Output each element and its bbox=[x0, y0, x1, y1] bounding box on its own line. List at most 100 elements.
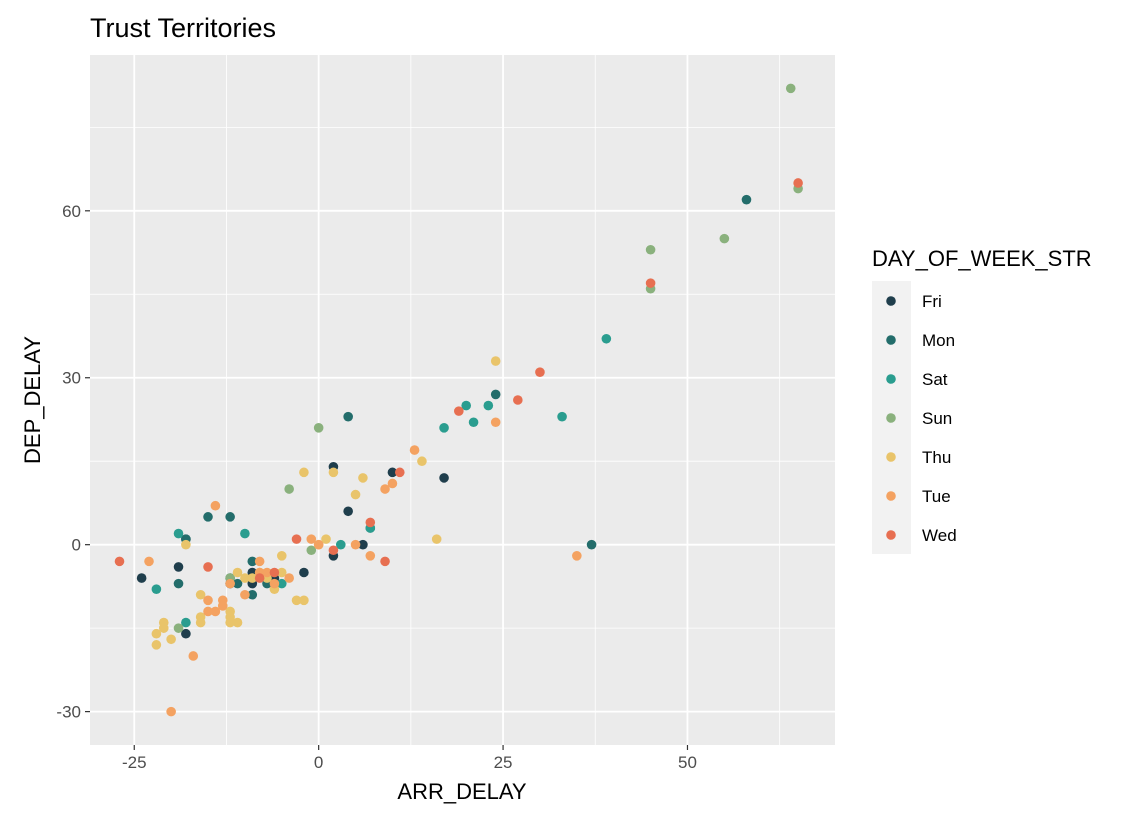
data-point-wed bbox=[645, 278, 656, 288]
legend-key-sat bbox=[886, 374, 896, 384]
x-tick-label: 0 bbox=[314, 753, 323, 772]
data-point-thu bbox=[195, 589, 206, 600]
data-point-thu bbox=[417, 456, 427, 467]
data-point-wed bbox=[291, 534, 302, 544]
data-point-tue bbox=[306, 534, 317, 544]
data-point-sat bbox=[483, 400, 494, 411]
data-point-thu bbox=[195, 617, 206, 628]
data-point-mon bbox=[490, 389, 501, 400]
data-point-mon bbox=[247, 589, 258, 600]
data-point-sat bbox=[151, 584, 162, 594]
data-point-fri bbox=[387, 467, 398, 478]
data-point-thu bbox=[181, 539, 191, 550]
data-point-mon bbox=[247, 556, 258, 567]
data-point-wed bbox=[328, 545, 339, 556]
major-gridlines bbox=[90, 55, 835, 745]
data-point-tue bbox=[262, 567, 272, 578]
data-point-tue bbox=[210, 500, 221, 511]
legend-key-mon bbox=[886, 335, 896, 345]
y-tick-label: 30 bbox=[62, 369, 81, 388]
legend-label-wed: Wed bbox=[922, 526, 957, 545]
data-point-mon bbox=[741, 194, 752, 205]
data-point-thu bbox=[358, 473, 368, 483]
data-point-sat bbox=[181, 617, 191, 628]
legend-key-tue bbox=[886, 491, 896, 501]
x-axis-ticks: -25 0 25 50 bbox=[122, 745, 697, 772]
data-point-thu bbox=[232, 617, 243, 628]
legend-key-wed bbox=[886, 530, 896, 540]
data-point-sun bbox=[645, 244, 656, 255]
data-point-tue bbox=[350, 539, 361, 550]
data-point-mon bbox=[173, 578, 184, 589]
legend-label-tue: Tue bbox=[922, 487, 951, 506]
data-point-tue bbox=[380, 484, 390, 494]
legend-label-thu: Thu bbox=[922, 448, 951, 467]
data-point-tue bbox=[313, 539, 324, 550]
legend: DAY_OF_WEEK_STR Fri Mon Sat Sun Thu Tue Wed bbox=[872, 246, 1092, 554]
data-point-sat bbox=[276, 578, 287, 589]
data-point-sat bbox=[557, 411, 567, 422]
data-point-thu bbox=[232, 567, 243, 578]
data-point-tue bbox=[365, 551, 376, 561]
data-point-sat bbox=[439, 423, 449, 433]
data-point-sat bbox=[335, 539, 346, 550]
data-point-tue bbox=[387, 478, 398, 489]
y-axis-ticks: -30 0 30 60 bbox=[56, 202, 90, 722]
data-point-sun bbox=[719, 233, 730, 244]
y-axis-title: DEP_DELAY bbox=[20, 336, 45, 464]
data-point-tue bbox=[225, 578, 235, 589]
data-point-mon bbox=[225, 512, 235, 522]
y-tick-label: 0 bbox=[72, 536, 81, 555]
data-point-fri bbox=[343, 506, 353, 517]
data-point-wed bbox=[365, 517, 376, 528]
data-point-sun bbox=[313, 423, 324, 433]
x-tick-label: 25 bbox=[494, 753, 513, 772]
data-point-thu bbox=[350, 489, 361, 500]
data-points bbox=[114, 83, 803, 717]
legend-label-sun: Sun bbox=[922, 409, 952, 428]
data-point-wed bbox=[454, 406, 464, 416]
data-point-thu bbox=[299, 595, 309, 606]
data-point-thu bbox=[247, 573, 258, 583]
data-point-tue bbox=[240, 589, 250, 600]
data-point-sun bbox=[306, 545, 317, 556]
data-point-tue bbox=[203, 595, 213, 606]
data-point-sat bbox=[468, 417, 479, 428]
data-point-thu bbox=[276, 551, 287, 561]
data-point-thu bbox=[490, 356, 501, 366]
x-tick-label: 50 bbox=[678, 753, 697, 772]
data-point-thu bbox=[240, 573, 250, 583]
data-point-tue bbox=[490, 417, 501, 428]
y-tick-label: 60 bbox=[62, 202, 81, 221]
y-tick-label: -30 bbox=[56, 703, 81, 722]
legend-label-fri: Fri bbox=[922, 292, 942, 311]
data-point-tue bbox=[409, 445, 420, 455]
data-point-tue bbox=[203, 606, 213, 617]
data-point-tue bbox=[166, 706, 176, 717]
data-point-mon bbox=[232, 578, 243, 589]
legend-title: DAY_OF_WEEK_STR bbox=[872, 246, 1092, 271]
legend-key-thu bbox=[886, 452, 896, 462]
data-point-thu bbox=[431, 534, 442, 544]
data-point-mon bbox=[203, 512, 213, 522]
data-point-thu bbox=[291, 595, 302, 606]
data-point-sun bbox=[785, 83, 796, 94]
data-point-thu bbox=[151, 640, 162, 650]
legend-key-fri bbox=[886, 296, 896, 306]
data-point-thu bbox=[299, 467, 309, 478]
data-point-sat bbox=[240, 528, 250, 539]
legend-key-sun bbox=[886, 413, 896, 423]
data-point-wed bbox=[793, 178, 803, 188]
data-point-thu bbox=[276, 567, 287, 578]
data-point-thu bbox=[166, 634, 176, 645]
x-tick-label: -25 bbox=[122, 753, 147, 772]
data-point-wed bbox=[380, 556, 390, 567]
data-point-sat bbox=[601, 333, 612, 344]
data-point-fri bbox=[136, 573, 147, 583]
data-point-fri bbox=[173, 562, 184, 572]
data-point-thu bbox=[158, 623, 169, 633]
data-point-fri bbox=[358, 539, 368, 550]
data-point-thu bbox=[328, 467, 339, 478]
data-point-tue bbox=[144, 556, 154, 567]
data-point-fri bbox=[299, 567, 309, 578]
